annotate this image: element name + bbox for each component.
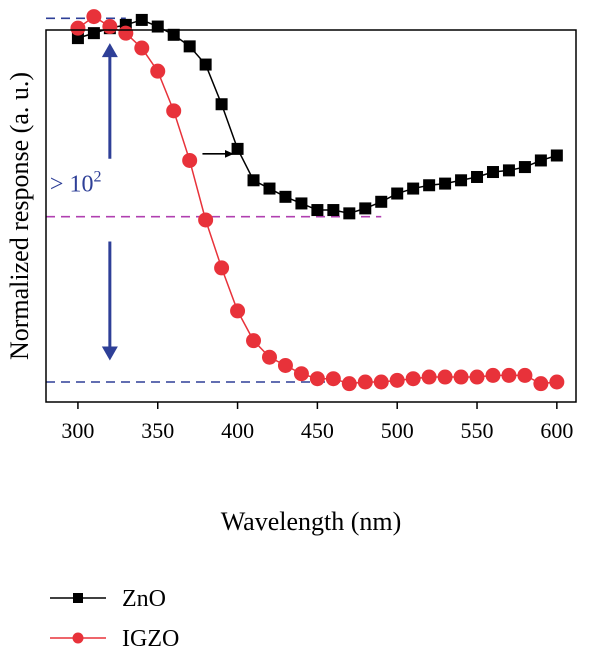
- igzo-point: [214, 260, 230, 276]
- igzo-point: [373, 374, 389, 390]
- igzo-point: [485, 367, 501, 383]
- zno-point: [502, 164, 515, 177]
- x-tick-label: 350: [141, 418, 174, 443]
- zno-point: [534, 154, 547, 167]
- zno-point: [247, 174, 260, 187]
- igzo-point: [134, 40, 150, 56]
- legend-zno-label: ZnO: [122, 586, 166, 612]
- igzo-point: [341, 376, 357, 392]
- igzo-point: [230, 303, 246, 319]
- igzo-point: [453, 369, 469, 385]
- igzo-point: [86, 9, 102, 25]
- zno-point: [87, 27, 100, 40]
- igzo-point: [261, 349, 277, 365]
- igzo-point: [549, 374, 565, 390]
- x-tick-label: 550: [461, 418, 494, 443]
- igzo-point: [405, 371, 421, 387]
- zno-point: [231, 142, 244, 155]
- igzo-point: [357, 374, 373, 390]
- zno-point: [135, 13, 148, 26]
- igzo-point: [293, 366, 309, 382]
- igzo-point: [150, 63, 166, 79]
- ratio-arrow-up-head: [101, 43, 118, 58]
- plot-frame: [45, 29, 577, 403]
- zno-point: [391, 187, 404, 200]
- igzo-point: [277, 357, 293, 373]
- igzo-point: [437, 369, 453, 385]
- reference-lines: [46, 17, 406, 383]
- zno-point: [263, 182, 276, 195]
- igzo-point: [325, 371, 341, 387]
- zno-point: [471, 170, 484, 183]
- igzo-point: [246, 333, 262, 349]
- zno-point: [327, 204, 340, 217]
- ratio-arrow-down-head: [101, 346, 118, 361]
- zno-point: [199, 58, 212, 71]
- igzo-series-line: [77, 15, 557, 385]
- annotations: > 102: [50, 43, 234, 361]
- zno-point: [311, 204, 324, 217]
- legend-igzo-label: IGZO: [122, 626, 179, 652]
- zno-point: [343, 207, 356, 220]
- legend: ZnO IGZO: [50, 586, 179, 652]
- zno-point: [455, 174, 468, 187]
- igzo-point: [118, 25, 134, 41]
- igzo-point: [70, 20, 86, 36]
- igzo-point: [309, 371, 325, 387]
- y-axis-title: Normalized response (a. u.): [5, 72, 34, 360]
- x-tick-label: 300: [61, 418, 94, 443]
- zno-point: [183, 40, 196, 53]
- series-layer: [70, 9, 565, 392]
- zno-point: [359, 202, 372, 215]
- zno-point: [71, 32, 84, 45]
- x-axis-ticks: 300 350 400 450 500 550 600: [61, 402, 573, 443]
- x-tick-label: 400: [221, 418, 254, 443]
- ratio-label: > 102: [50, 169, 102, 198]
- x-tick-label: 600: [540, 418, 573, 443]
- legend-igzo-marker: [72, 632, 84, 644]
- igzo-point: [389, 372, 405, 388]
- zno-point: [375, 195, 388, 208]
- zno-point: [486, 166, 499, 179]
- zno-point: [407, 182, 420, 195]
- igzo-point: [517, 367, 533, 383]
- igzo-point: [501, 367, 517, 383]
- zno-point: [518, 161, 531, 174]
- igzo-point: [198, 212, 214, 228]
- zno-point: [215, 98, 228, 111]
- zno-point: [295, 197, 308, 210]
- igzo-point: [182, 152, 198, 168]
- zno-point: [279, 190, 292, 203]
- zno-point: [439, 177, 452, 190]
- x-axis-title: Wavelength (nm): [221, 507, 402, 536]
- x-tick-label: 500: [381, 418, 414, 443]
- igzo-point: [533, 376, 549, 392]
- zno-point: [423, 179, 436, 192]
- x-tick-label: 450: [301, 418, 334, 443]
- legend-zno-marker: [73, 593, 83, 603]
- igzo-point: [102, 19, 118, 35]
- zno-point: [550, 149, 563, 162]
- zno-point: [167, 28, 180, 41]
- igzo-point: [166, 103, 182, 119]
- zno-series-line: [77, 19, 558, 215]
- igzo-point: [421, 369, 437, 385]
- igzo-point: [469, 369, 485, 385]
